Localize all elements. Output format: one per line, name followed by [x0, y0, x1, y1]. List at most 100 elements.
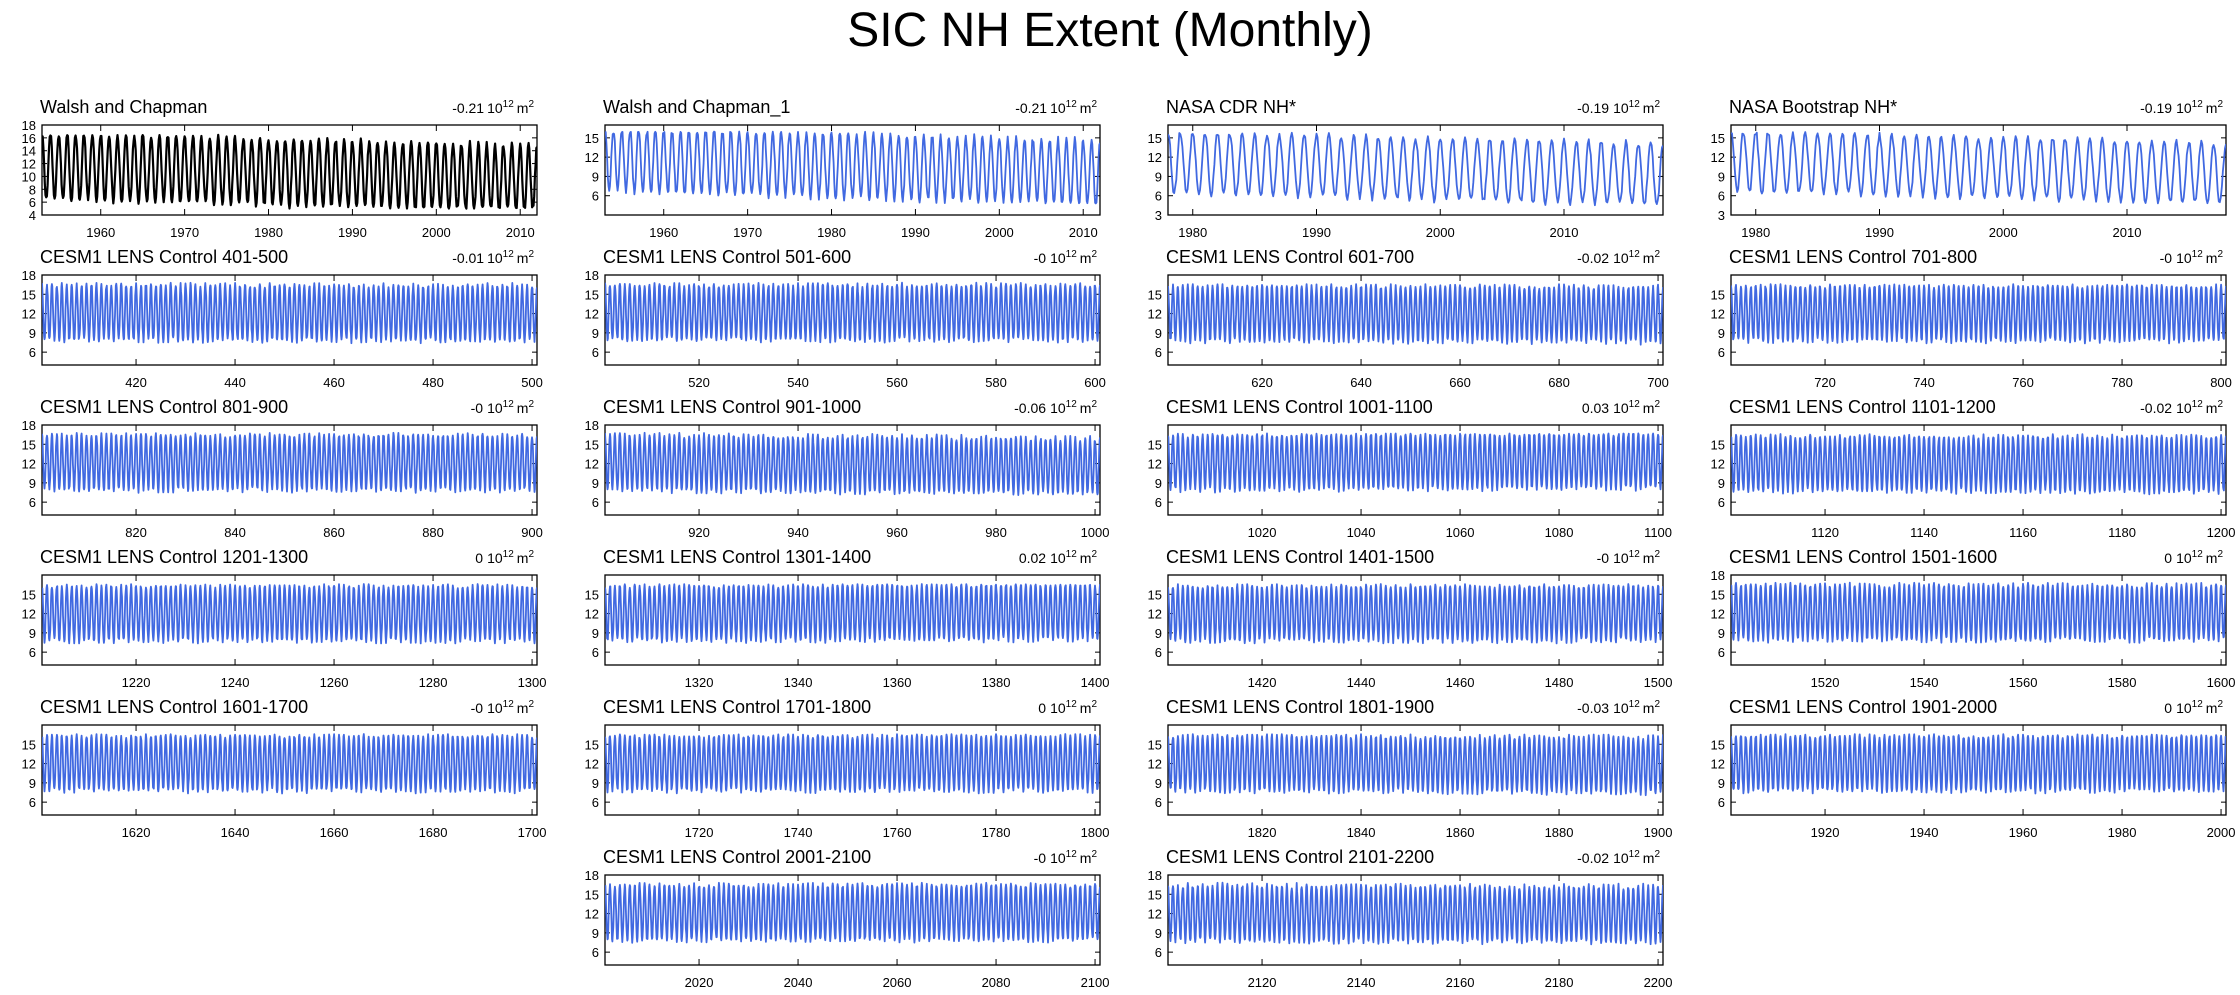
- y-tick-label: 6: [1718, 345, 1725, 360]
- trend-value: -0.19: [1577, 100, 1609, 116]
- y-tick-label: 9: [1155, 169, 1162, 184]
- y-tick-label: 9: [29, 326, 36, 341]
- trend-unit-suffix: m: [1080, 100, 1092, 116]
- trend-unit-suffix: m: [517, 550, 529, 566]
- x-tick-label: 1280: [419, 675, 448, 690]
- x-tick-label: 860: [323, 525, 345, 540]
- x-tick-label: 2080: [982, 975, 1011, 990]
- panel-frame: [41, 424, 538, 516]
- panel-title: CESM1 LENS Control 1701-1800: [603, 697, 871, 717]
- x-tick-label: 600: [1084, 375, 1106, 390]
- x-tick-label: 1440: [1347, 675, 1376, 690]
- y-tick-label: 14: [22, 144, 36, 159]
- y-tick-label: 4: [29, 208, 36, 223]
- y-tick-label: 9: [592, 926, 599, 941]
- x-tick-label: 1960: [2009, 825, 2038, 840]
- series-line: [605, 281, 1100, 344]
- x-tick-label: 1840: [1347, 825, 1376, 840]
- chart-title: SIC NH Extent (Monthly): [847, 4, 1372, 57]
- y-tick-label: 9: [592, 476, 599, 491]
- y-tick-label: 6: [592, 345, 599, 360]
- panel-title: Walsh and Chapman: [40, 97, 207, 117]
- panel-title: CESM1 LENS Control 901-1000: [603, 397, 861, 417]
- x-tick-label: 1560: [2009, 675, 2038, 690]
- panel-frame: [604, 574, 1101, 666]
- trend-unit-exponent: 12: [2192, 699, 2204, 710]
- x-tick-label: 1180: [2108, 525, 2136, 540]
- trend-unit-suffix-exponent: 2: [1091, 699, 1097, 710]
- x-tick-label: 1620: [122, 825, 151, 840]
- x-tick-label: 1400: [1081, 675, 1110, 690]
- panel-title: CESM1 LENS Control 1601-1700: [40, 697, 308, 717]
- y-tick-label: 6: [1718, 495, 1725, 510]
- trend-unit-exponent: 12: [2192, 249, 2204, 260]
- x-tick-label: 1160: [2009, 525, 2037, 540]
- trend-unit: 10: [1050, 250, 1066, 266]
- y-tick-label: 18: [1148, 868, 1162, 883]
- x-tick-label: 1760: [883, 825, 912, 840]
- trend-unit-exponent: 12: [1629, 399, 1641, 410]
- trend-value: -0.21: [452, 100, 484, 116]
- trend-value: 0: [2164, 550, 2172, 566]
- panel-frame: [1167, 574, 1664, 666]
- trend-unit-exponent: 12: [503, 99, 515, 110]
- trend-unit: 10: [1613, 700, 1629, 716]
- trend-unit-suffix: m: [1643, 700, 1655, 716]
- trend-unit-suffix-exponent: 2: [1654, 849, 1660, 860]
- x-tick-label: 440: [224, 375, 246, 390]
- y-tick-label: 6: [29, 195, 36, 210]
- y-tick-label: 9: [29, 476, 36, 491]
- panel-trend: -0.02 1012 m2: [1577, 849, 1660, 866]
- trend-unit: 10: [1050, 700, 1066, 716]
- panel-frame: [1730, 724, 2227, 816]
- y-tick-label: 18: [22, 418, 36, 433]
- y-tick-label: 6: [1155, 945, 1162, 960]
- panel-title: CESM1 LENS Control 1501-1600: [1729, 547, 1997, 567]
- trend-unit-exponent: 12: [1066, 99, 1078, 110]
- x-tick-label: 520: [688, 375, 710, 390]
- x-tick-label: 1220: [122, 675, 151, 690]
- panel: CESM1 LENS Control 801-900 -0 1012 m2691215…: [22, 397, 543, 540]
- trend-unit-suffix-exponent: 2: [528, 249, 534, 260]
- y-tick-label: 9: [1718, 326, 1725, 341]
- y-tick-label: 12: [585, 607, 599, 622]
- panel: CESM1 LENS Control 901-1000 -0.06 1012 m269…: [585, 397, 1110, 540]
- trend-unit: 10: [487, 100, 503, 116]
- y-tick-label: 9: [1718, 169, 1725, 184]
- trend-unit: 10: [487, 550, 503, 566]
- panel-frame: [1167, 424, 1664, 516]
- x-tick-label: 2010: [2113, 225, 2142, 240]
- x-tick-label: 900: [521, 525, 543, 540]
- trend-value: -0.02: [1577, 250, 1609, 266]
- trend-value: -0.03: [1577, 700, 1609, 716]
- trend-unit-suffix: m: [1080, 850, 1092, 866]
- x-tick-label: 1300: [518, 675, 547, 690]
- x-tick-label: 1970: [170, 225, 199, 240]
- series-line: [605, 733, 1100, 795]
- x-tick-label: 2000: [985, 225, 1014, 240]
- y-tick-label: 9: [1155, 476, 1162, 491]
- y-tick-label: 12: [22, 457, 36, 472]
- y-tick-label: 6: [29, 495, 36, 510]
- trend-unit-suffix-exponent: 2: [528, 699, 534, 710]
- trend-unit-suffix-exponent: 2: [528, 399, 534, 410]
- panel: CESM1 LENS Control 1601-1700 -0 1012 m26912…: [22, 697, 547, 840]
- series-line: [1168, 432, 1663, 494]
- trend-unit-suffix-exponent: 2: [1654, 399, 1660, 410]
- series-line: [1168, 881, 1663, 946]
- y-tick-label: 15: [1148, 887, 1162, 902]
- x-tick-label: 560: [886, 375, 908, 390]
- trend-unit: 10: [1613, 550, 1629, 566]
- trend-unit-suffix-exponent: 2: [1654, 99, 1660, 110]
- series-line: [42, 281, 537, 345]
- y-tick-label: 15: [1711, 737, 1725, 752]
- y-tick-label: 9: [592, 626, 599, 641]
- trend-unit: 10: [2176, 700, 2192, 716]
- trend-unit-exponent: 12: [1066, 699, 1078, 710]
- trend-unit-suffix-exponent: 2: [2217, 249, 2223, 260]
- y-tick-label: 12: [1711, 607, 1725, 622]
- trend-unit-exponent: 12: [1629, 549, 1641, 560]
- trend-unit-exponent: 12: [1066, 849, 1078, 860]
- x-tick-label: 820: [125, 525, 147, 540]
